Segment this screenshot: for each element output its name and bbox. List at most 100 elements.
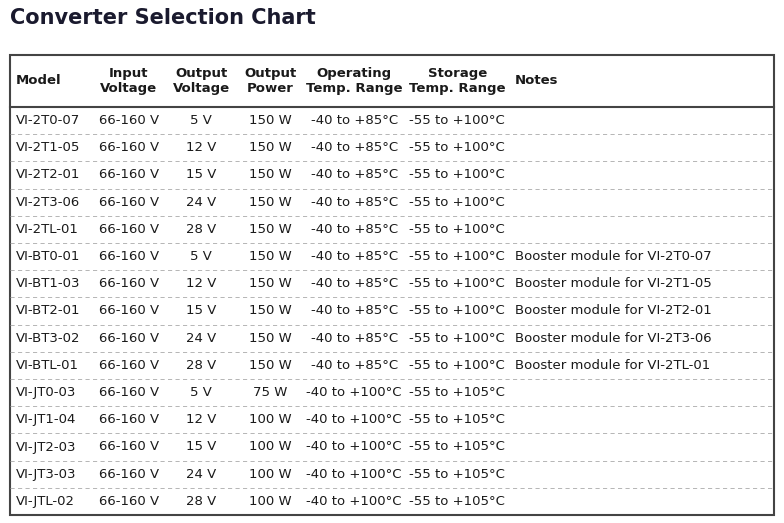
Text: Booster module for VI-2T3-06: Booster module for VI-2T3-06 [515,332,712,345]
Text: 15 V: 15 V [186,168,216,181]
Text: 150 W: 150 W [249,332,292,345]
Text: 5 V: 5 V [191,250,212,263]
Text: VI-2T0-07: VI-2T0-07 [16,114,80,127]
Text: -40 to +85°C: -40 to +85°C [310,277,397,290]
Text: Model: Model [16,74,62,87]
Text: -40 to +85°C: -40 to +85°C [310,114,397,127]
Text: Output
Voltage: Output Voltage [172,67,230,95]
Text: -40 to +85°C: -40 to +85°C [310,223,397,236]
Text: -40 to +85°C: -40 to +85°C [310,141,397,154]
Text: -55 to +100°C: -55 to +100°C [409,168,505,181]
Text: 28 V: 28 V [187,223,216,236]
Text: -55 to +105°C: -55 to +105°C [409,440,505,453]
Text: VI-BT1-03: VI-BT1-03 [16,277,81,290]
Text: 12 V: 12 V [186,277,216,290]
Text: Storage
Temp. Range: Storage Temp. Range [409,67,506,95]
Text: -55 to +105°C: -55 to +105°C [409,413,505,426]
Text: 150 W: 150 W [249,114,292,127]
Text: -55 to +100°C: -55 to +100°C [409,304,505,317]
Text: VI-2T3-06: VI-2T3-06 [16,196,80,209]
Text: 150 W: 150 W [249,250,292,263]
Text: Notes: Notes [515,74,558,87]
Text: 12 V: 12 V [186,413,216,426]
Text: VI-BT2-01: VI-BT2-01 [16,304,81,317]
Text: -40 to +100°C: -40 to +100°C [307,468,402,481]
Text: VI-JTL-02: VI-JTL-02 [16,495,75,508]
Text: 66-160 V: 66-160 V [99,168,159,181]
Text: 100 W: 100 W [249,440,292,453]
Text: 28 V: 28 V [187,359,216,372]
Text: 66-160 V: 66-160 V [99,141,159,154]
Text: -55 to +100°C: -55 to +100°C [409,114,505,127]
Text: 75 W: 75 W [253,386,287,399]
Text: 150 W: 150 W [249,304,292,317]
Text: VI-JT1-04: VI-JT1-04 [16,413,76,426]
Text: 150 W: 150 W [249,223,292,236]
Text: Booster module for VI-2T2-01: Booster module for VI-2T2-01 [515,304,712,317]
Text: 66-160 V: 66-160 V [99,277,159,290]
Text: 66-160 V: 66-160 V [99,304,159,317]
Text: -55 to +100°C: -55 to +100°C [409,223,505,236]
Text: -55 to +100°C: -55 to +100°C [409,277,505,290]
Text: VI-BT3-02: VI-BT3-02 [16,332,81,345]
Text: 24 V: 24 V [187,332,216,345]
Text: 150 W: 150 W [249,196,292,209]
Text: -40 to +100°C: -40 to +100°C [307,495,402,508]
Text: -40 to +100°C: -40 to +100°C [307,413,402,426]
Text: VI-2TL-01: VI-2TL-01 [16,223,79,236]
Text: 66-160 V: 66-160 V [99,440,159,453]
Text: 100 W: 100 W [249,468,292,481]
Text: -40 to +85°C: -40 to +85°C [310,196,397,209]
Text: -40 to +100°C: -40 to +100°C [307,386,402,399]
Text: -55 to +100°C: -55 to +100°C [409,196,505,209]
Text: Operating
Temp. Range: Operating Temp. Range [306,67,402,95]
Text: -40 to +85°C: -40 to +85°C [310,250,397,263]
Text: 5 V: 5 V [191,386,212,399]
Text: 66-160 V: 66-160 V [99,114,159,127]
Text: 66-160 V: 66-160 V [99,332,159,345]
Text: Booster module for VI-2T0-07: Booster module for VI-2T0-07 [515,250,712,263]
Text: -40 to +85°C: -40 to +85°C [310,332,397,345]
Text: 150 W: 150 W [249,277,292,290]
Text: 66-160 V: 66-160 V [99,196,159,209]
Text: 150 W: 150 W [249,168,292,181]
Text: VI-BT0-01: VI-BT0-01 [16,250,81,263]
Bar [10,55,774,515]
Text: -40 to +100°C: -40 to +100°C [307,440,402,453]
Text: 66-160 V: 66-160 V [99,386,159,399]
Text: -55 to +105°C: -55 to +105°C [409,468,505,481]
Text: Booster module for VI-2TL-01: Booster module for VI-2TL-01 [515,359,710,372]
Text: -55 to +105°C: -55 to +105°C [409,495,505,508]
Text: VI-2T2-01: VI-2T2-01 [16,168,81,181]
Text: Booster module for VI-2T1-05: Booster module for VI-2T1-05 [515,277,712,290]
Text: 150 W: 150 W [249,141,292,154]
Text: -55 to +100°C: -55 to +100°C [409,332,505,345]
Text: -55 to +100°C: -55 to +100°C [409,250,505,263]
Text: Input
Voltage: Input Voltage [100,67,158,95]
Text: -40 to +85°C: -40 to +85°C [310,359,397,372]
Text: 5 V: 5 V [191,114,212,127]
Text: 100 W: 100 W [249,495,292,508]
Text: 66-160 V: 66-160 V [99,413,159,426]
Text: 24 V: 24 V [187,196,216,209]
Text: 15 V: 15 V [186,304,216,317]
Text: 15 V: 15 V [186,440,216,453]
Text: Output
Power: Output Power [244,67,296,95]
Text: 66-160 V: 66-160 V [99,495,159,508]
Text: VI-2T1-05: VI-2T1-05 [16,141,81,154]
Text: 28 V: 28 V [187,495,216,508]
Text: 12 V: 12 V [186,141,216,154]
Text: -55 to +100°C: -55 to +100°C [409,359,505,372]
Text: VI-JT0-03: VI-JT0-03 [16,386,76,399]
Text: 66-160 V: 66-160 V [99,468,159,481]
Text: -55 to +100°C: -55 to +100°C [409,141,505,154]
Text: 66-160 V: 66-160 V [99,250,159,263]
Text: 150 W: 150 W [249,359,292,372]
Text: 66-160 V: 66-160 V [99,359,159,372]
Text: VI-JT2-03: VI-JT2-03 [16,440,77,453]
Text: VI-JT3-03: VI-JT3-03 [16,468,77,481]
Text: 100 W: 100 W [249,413,292,426]
Text: -40 to +85°C: -40 to +85°C [310,168,397,181]
Text: 66-160 V: 66-160 V [99,223,159,236]
Text: -55 to +105°C: -55 to +105°C [409,386,505,399]
